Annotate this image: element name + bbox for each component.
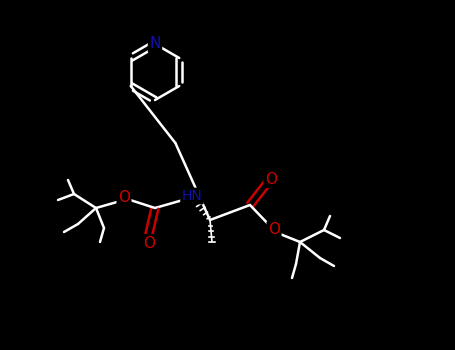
Text: O: O [268,223,280,238]
Text: O: O [143,236,155,251]
Text: O: O [118,190,130,205]
Text: N: N [149,36,161,51]
Text: HN: HN [182,189,202,203]
Text: O: O [265,172,277,187]
